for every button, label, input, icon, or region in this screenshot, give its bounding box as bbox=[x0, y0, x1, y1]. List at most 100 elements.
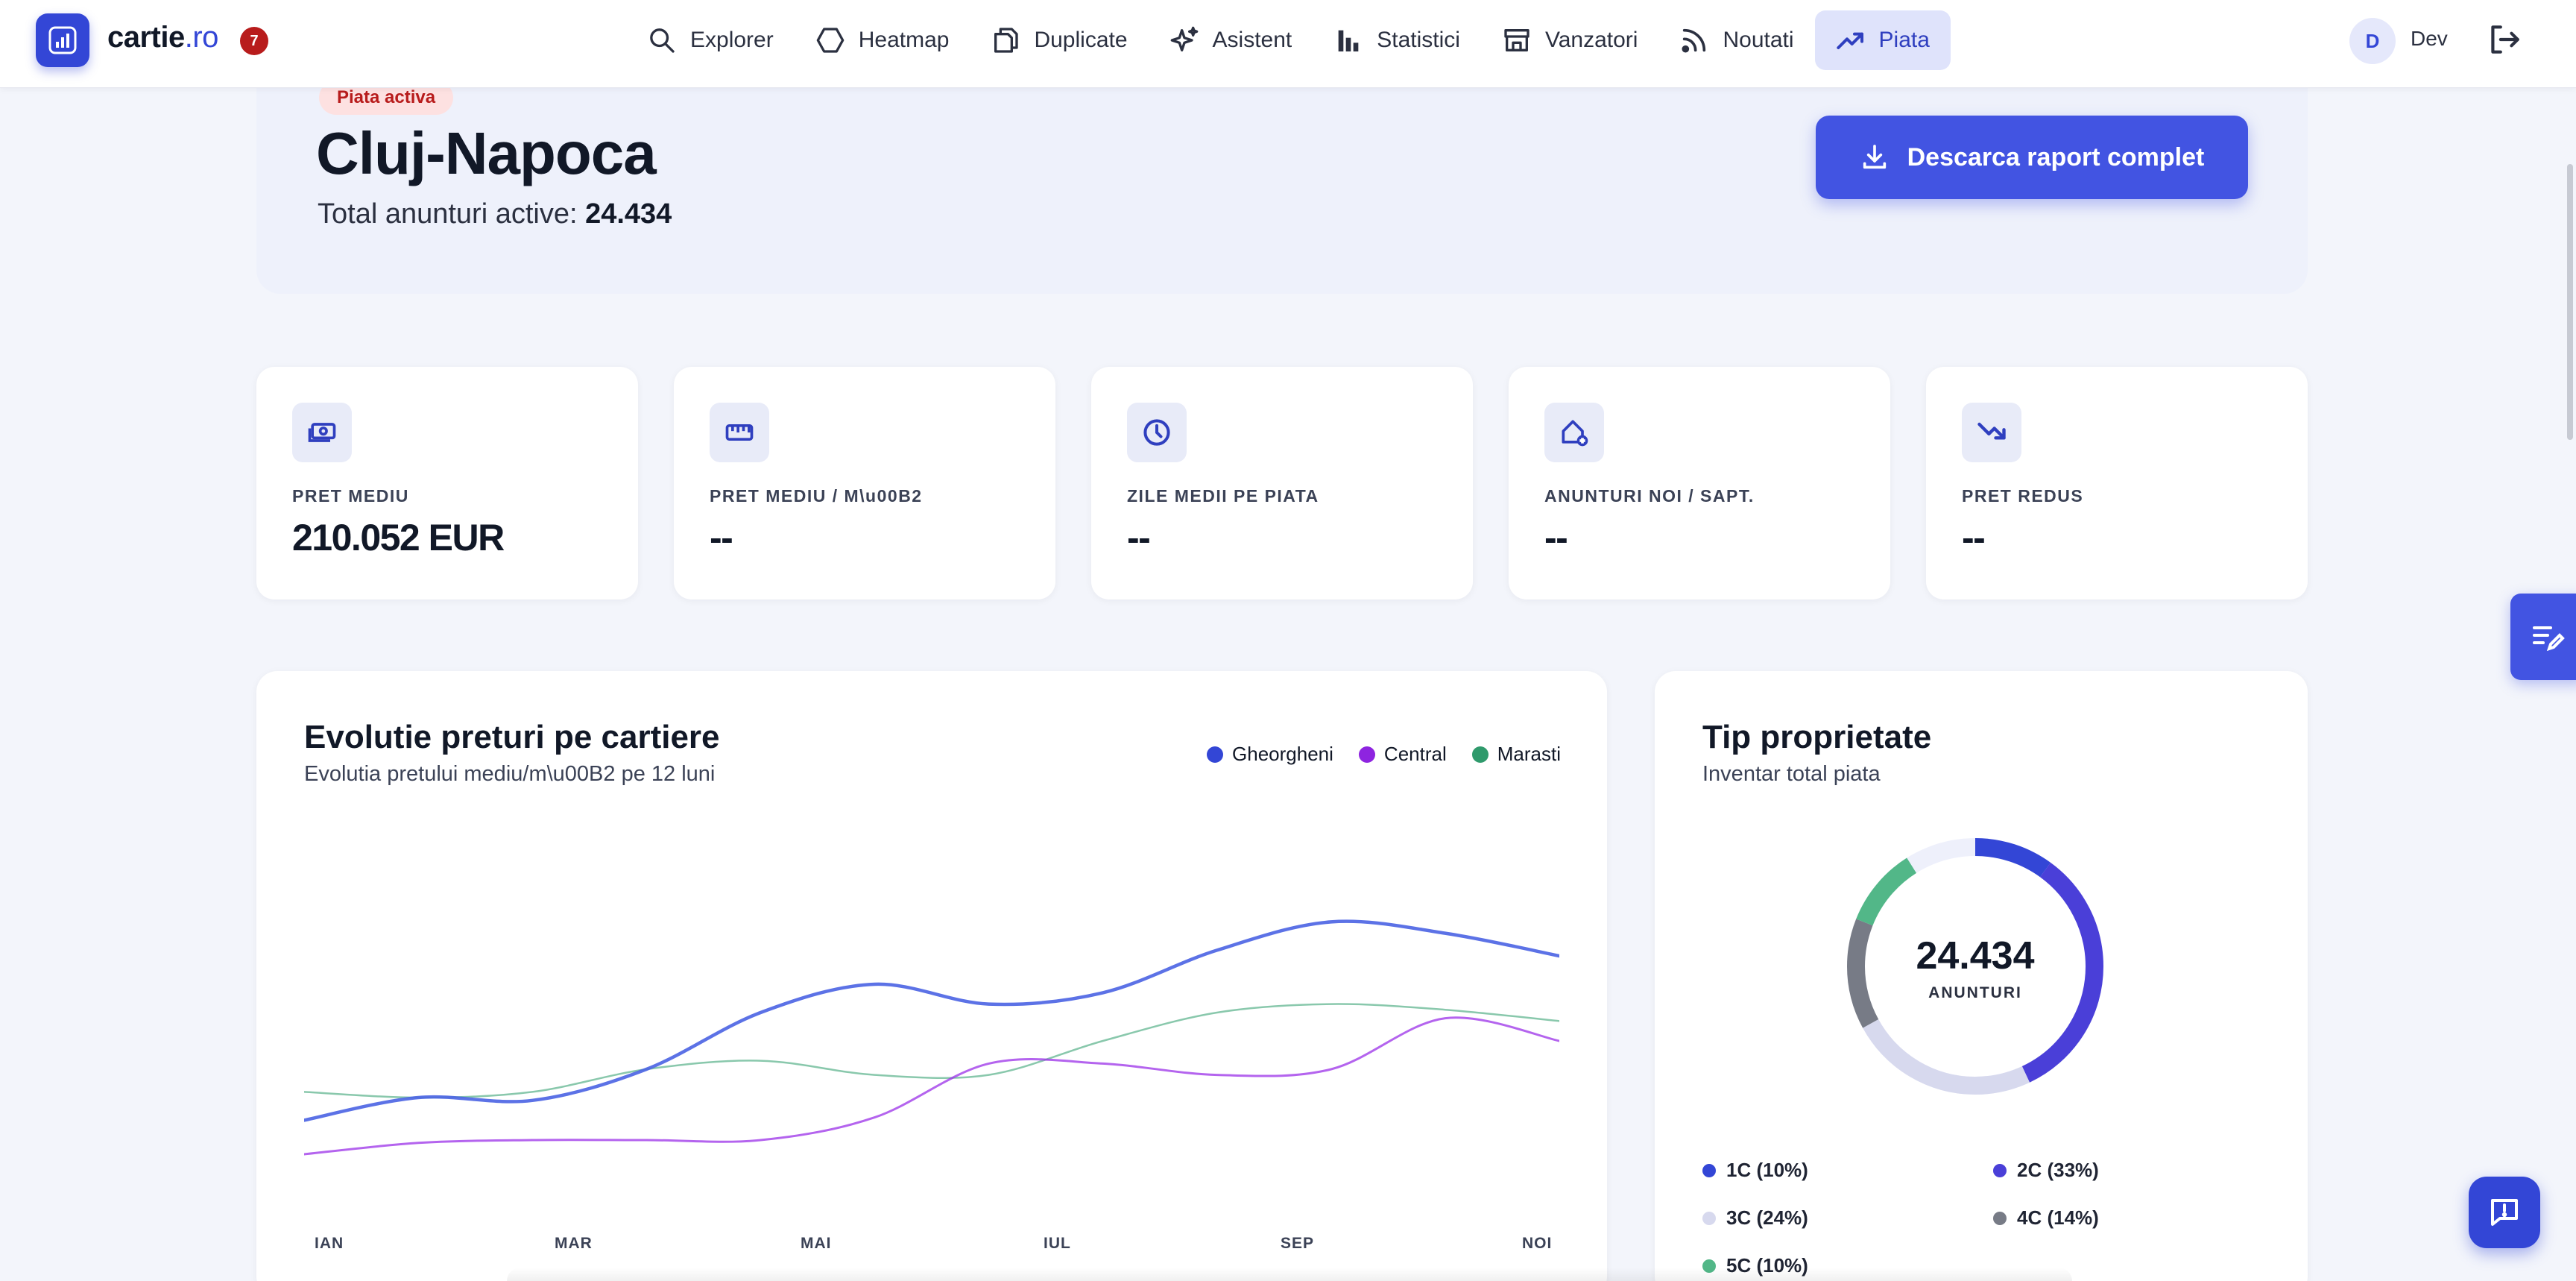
nav-label: Statistici bbox=[1377, 28, 1460, 52]
type-legend-item[interactable]: 4C (14%) bbox=[1993, 1206, 2099, 1230]
scrollbar-thumb[interactable] bbox=[2567, 164, 2573, 440]
feedback-button[interactable] bbox=[2469, 1177, 2540, 1248]
store-icon bbox=[1504, 29, 1530, 52]
card-title: Tip proprietate bbox=[1702, 719, 1932, 755]
hexagon-icon bbox=[816, 28, 845, 53]
nav-label: Asistent bbox=[1212, 28, 1292, 52]
app-logo-icon[interactable] bbox=[36, 13, 89, 67]
donut-slice-2[interactable] bbox=[1847, 838, 2103, 1095]
trending-down-icon bbox=[1962, 403, 2021, 462]
rss-icon bbox=[1682, 28, 1706, 53]
x-tick-label: MAI bbox=[801, 1235, 832, 1252]
nav-label: Heatmap bbox=[858, 28, 950, 52]
stat-label: PRET MEDIU bbox=[292, 486, 409, 506]
bar-chart-icon bbox=[1338, 30, 1359, 51]
type-dot bbox=[1702, 1259, 1716, 1273]
nav-item-asistent[interactable]: Asistent bbox=[1149, 10, 1313, 70]
legend-label: Marasti bbox=[1497, 743, 1561, 765]
nav-item-noutati[interactable]: Noutati bbox=[1658, 10, 1814, 70]
chart-legend: Gheorgheni Central Marasti bbox=[1207, 743, 1561, 766]
price-evolution-card: Evolutie preturi pe cartiere Evolutia pr… bbox=[256, 671, 1607, 1281]
legend-dot bbox=[1207, 746, 1224, 763]
notes-side-button[interactable] bbox=[2510, 594, 2576, 680]
total-listings-label: Total anunturi active: bbox=[318, 198, 586, 230]
property-type-card: Tip proprietate Inventar total piata 24.… bbox=[1655, 671, 2308, 1281]
type-legend-item[interactable]: 5C (10%) bbox=[1702, 1254, 1808, 1277]
type-label: 4C (14%) bbox=[2017, 1206, 2099, 1229]
type-label: 5C (10%) bbox=[1726, 1254, 1808, 1277]
nav-label: Explorer bbox=[690, 28, 774, 52]
stat-cards: PRET MEDIU 210.052 EUR PRET MEDIU / M\u0… bbox=[256, 367, 2308, 599]
stat-value: -- bbox=[1544, 517, 1568, 558]
market-hero: Piata activa Cluj-Napoca Total anunturi … bbox=[256, 45, 2308, 294]
page-title: Cluj-Napoca bbox=[316, 120, 657, 186]
nav-item-vanzatori[interactable]: Vanzatori bbox=[1481, 10, 1659, 70]
money-icon bbox=[292, 403, 352, 462]
clock-icon bbox=[1127, 403, 1187, 462]
stat-card-new-listings: ANUNTURI NOI / SAPT. -- bbox=[1509, 367, 1890, 599]
brand-main: cartie bbox=[107, 21, 185, 54]
copy-icon bbox=[994, 28, 1019, 53]
legend-item-gheorgheni[interactable]: Gheorgheni bbox=[1207, 743, 1333, 766]
chat-alert-icon bbox=[2491, 1199, 2518, 1226]
x-tick-label: MAR bbox=[555, 1235, 593, 1252]
stat-value: 210.052 EUR bbox=[292, 517, 505, 558]
bottom-fade bbox=[507, 1268, 2072, 1281]
type-legend-item[interactable]: 2C (33%) bbox=[1993, 1159, 2099, 1182]
download-icon bbox=[1863, 145, 1886, 169]
donut-slice-3[interactable] bbox=[1847, 838, 2103, 1095]
user-name[interactable]: Dev bbox=[2411, 27, 2448, 50]
stat-card-price-per-sqm: PRET MEDIU / M\u00B2 -- bbox=[674, 367, 1055, 599]
legend-item-marasti[interactable]: Marasti bbox=[1471, 743, 1561, 766]
nav-label: Piata bbox=[1878, 28, 1930, 52]
brand-tld: .ro bbox=[184, 21, 219, 54]
stat-label: ZILE MEDII PE PIATA bbox=[1127, 486, 1319, 506]
nav-label: Noutati bbox=[1723, 28, 1794, 52]
x-tick-label: SEP bbox=[1281, 1235, 1315, 1252]
logout-icon[interactable] bbox=[2485, 21, 2522, 58]
stat-card-price-reduced: PRET REDUS -- bbox=[1926, 367, 2308, 599]
donut-slice-1[interactable] bbox=[1847, 838, 2103, 1095]
type-dot bbox=[1702, 1163, 1716, 1177]
nav-item-duplicate[interactable]: Duplicate bbox=[970, 10, 1148, 70]
donut-slice-4[interactable] bbox=[1847, 838, 2103, 1095]
type-label: 1C (10%) bbox=[1726, 1159, 1808, 1181]
legend-item-central[interactable]: Central bbox=[1358, 743, 1447, 766]
nav-item-piata[interactable]: Piata bbox=[1814, 10, 1951, 70]
series-line-marasti bbox=[304, 1003, 1559, 1099]
series-line-gheorgheni bbox=[304, 919, 1559, 1122]
legend-dot bbox=[1358, 746, 1375, 763]
download-report-button[interactable]: Descarca raport complet bbox=[1816, 116, 2248, 199]
stat-label: ANUNTURI NOI / SAPT. bbox=[1544, 486, 1755, 506]
stat-value: -- bbox=[1962, 517, 1986, 558]
card-subtitle: Inventar total piata bbox=[1702, 762, 1881, 786]
legend-dot bbox=[1471, 746, 1489, 763]
chart-title: Evolutie preturi pe cartiere bbox=[304, 719, 720, 755]
nav-item-explorer[interactable]: Explorer bbox=[626, 10, 795, 70]
top-navbar: cartie .ro 7 Explorer Heatmap Duplicate A… bbox=[0, 0, 2576, 88]
donut-caption: ANUNTURI bbox=[1928, 984, 2022, 1001]
series-line-central bbox=[304, 1016, 1559, 1156]
nav-label: Duplicate bbox=[1034, 28, 1128, 52]
user-avatar[interactable]: D bbox=[2349, 18, 2396, 64]
stat-value: -- bbox=[1127, 517, 1151, 558]
chart-subtitle: Evolutia pretului mediu/m\u00B2 pe 12 lu… bbox=[304, 762, 716, 786]
main-nav: Explorer Heatmap Duplicate Asistent Stat… bbox=[626, 10, 1951, 70]
type-legend-item[interactable]: 3C (24%) bbox=[1702, 1206, 1808, 1230]
type-dot bbox=[1993, 1211, 2007, 1225]
donut-total: 24.434 bbox=[1916, 934, 2035, 978]
stat-label: PRET REDUS bbox=[1962, 486, 2084, 506]
type-legend-item[interactable]: 1C (10%) bbox=[1702, 1159, 1808, 1182]
type-dot bbox=[1702, 1211, 1716, 1225]
notification-badge[interactable]: 7 bbox=[240, 27, 268, 55]
new-home-icon bbox=[1544, 403, 1604, 462]
type-dot bbox=[1993, 1163, 2007, 1177]
type-label: 3C (24%) bbox=[1726, 1206, 1808, 1229]
x-tick-label: IUL bbox=[1044, 1235, 1071, 1252]
nav-item-statistici[interactable]: Statistici bbox=[1313, 10, 1481, 70]
stat-label: PRET MEDIU / M\u00B2 bbox=[710, 486, 923, 506]
brand-name[interactable]: cartie .ro bbox=[107, 21, 218, 60]
nav-item-heatmap[interactable]: Heatmap bbox=[795, 10, 970, 70]
total-listings: Total anunturi active: 24.434 bbox=[318, 198, 672, 230]
download-report-label: Descarca raport complet bbox=[1907, 142, 2205, 171]
